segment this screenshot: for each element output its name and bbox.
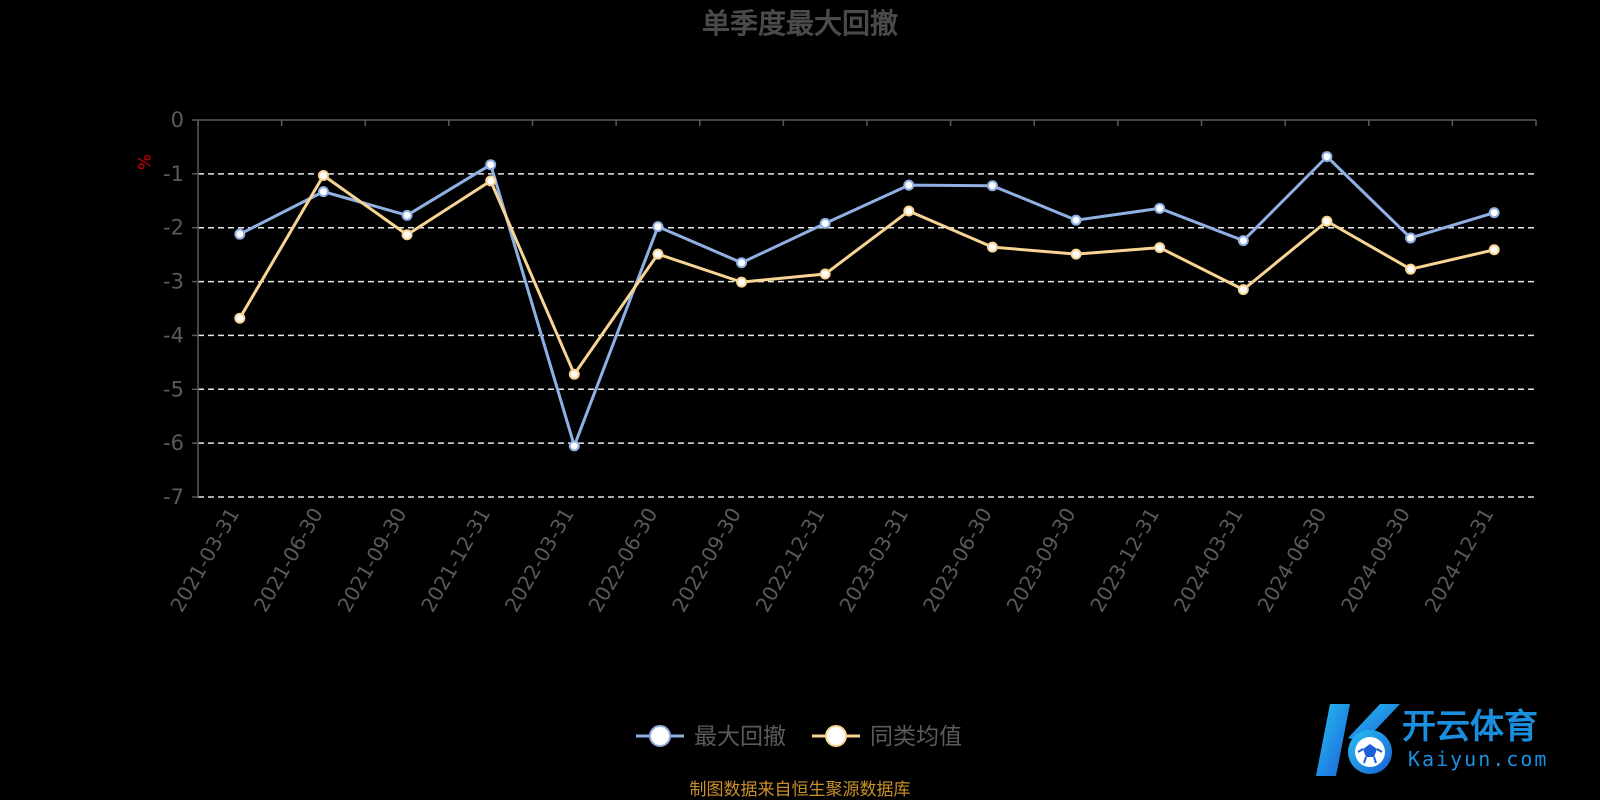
data-source-note: 制图数据来自恒生聚源数据库	[690, 780, 911, 800]
x-tick-label: 2024-03-31	[1169, 504, 1248, 617]
data-point	[1070, 248, 1082, 260]
y-tick-label: -3	[163, 270, 184, 294]
x-tick-label: 2024-12-31	[1420, 504, 1499, 617]
grid-layer	[198, 173, 1536, 498]
data-point	[1154, 202, 1166, 214]
logo-text-en: Kaiyun.com	[1408, 747, 1548, 771]
data-point	[819, 268, 831, 280]
data-point	[485, 175, 497, 187]
data-point	[1405, 263, 1417, 275]
data-point	[568, 440, 580, 452]
legend[interactable]: 最大回撤 同类均值	[636, 724, 962, 750]
data-point	[1237, 284, 1249, 296]
data-point	[736, 276, 748, 288]
data-point	[234, 312, 246, 324]
data-point	[986, 180, 998, 192]
data-point	[568, 368, 580, 380]
x-tick-label: 2024-06-30	[1252, 504, 1331, 617]
y-tick-label: -6	[163, 431, 184, 455]
data-point	[986, 241, 998, 253]
data-point	[903, 179, 915, 191]
data-point	[652, 248, 664, 260]
legend-marker	[825, 725, 847, 747]
x-tick-label: 2023-12-31	[1085, 504, 1164, 617]
data-point	[401, 209, 413, 221]
logo-text-cn: 开云体育	[1402, 707, 1538, 747]
y-axis-unit: %	[133, 154, 153, 170]
x-tick-label: 2022-03-31	[500, 504, 579, 617]
series-layer	[234, 151, 1500, 452]
x-tick-label: 2023-03-31	[834, 504, 913, 617]
data-point	[1070, 214, 1082, 226]
data-point	[317, 186, 329, 198]
y-tick-label: 0	[171, 108, 184, 132]
x-tick-label: 2022-12-31	[751, 504, 830, 617]
y-tick-label: -2	[163, 216, 184, 240]
x-tick-label: 2023-06-30	[918, 504, 997, 617]
x-tick-label: 2023-09-30	[1001, 504, 1080, 617]
data-point	[652, 221, 664, 233]
data-point	[401, 229, 413, 241]
x-tick-label: 2021-06-30	[249, 504, 328, 617]
data-point	[485, 159, 497, 171]
data-point	[317, 169, 329, 181]
x-tick-label: 2021-03-31	[165, 504, 244, 617]
data-point	[1321, 215, 1333, 227]
series-line-0	[239, 155, 1495, 448]
chart-title: 单季度最大回撤	[702, 7, 898, 40]
data-point	[1237, 235, 1249, 247]
y-tick-label: -7	[163, 485, 184, 509]
data-point	[1488, 244, 1500, 256]
x-tick-label: 2021-12-31	[416, 504, 495, 617]
x-tick-label: 2022-09-30	[667, 504, 746, 617]
series-line-1	[238, 173, 1495, 376]
x-tick-label: 2024-09-30	[1336, 504, 1415, 617]
legend-label: 同类均值	[870, 724, 962, 750]
data-point	[1321, 151, 1333, 163]
data-point	[1405, 232, 1417, 244]
legend-marker	[649, 725, 671, 747]
data-point	[819, 217, 831, 229]
kaiyun-logo: 开云体育 Kaiyun.com	[1316, 704, 1548, 776]
y-tick-label: -1	[163, 162, 184, 186]
data-point	[736, 257, 748, 269]
x-tick-label: 2021-09-30	[332, 504, 411, 617]
data-point	[234, 228, 246, 240]
legend-label: 最大回撤	[694, 724, 786, 750]
data-point	[903, 205, 915, 217]
y-tick-label: -4	[163, 323, 184, 347]
x-tick-label: 2022-06-30	[583, 504, 662, 617]
y-tick-label: -5	[163, 377, 184, 401]
data-point	[1154, 242, 1166, 254]
data-point	[1488, 207, 1500, 219]
